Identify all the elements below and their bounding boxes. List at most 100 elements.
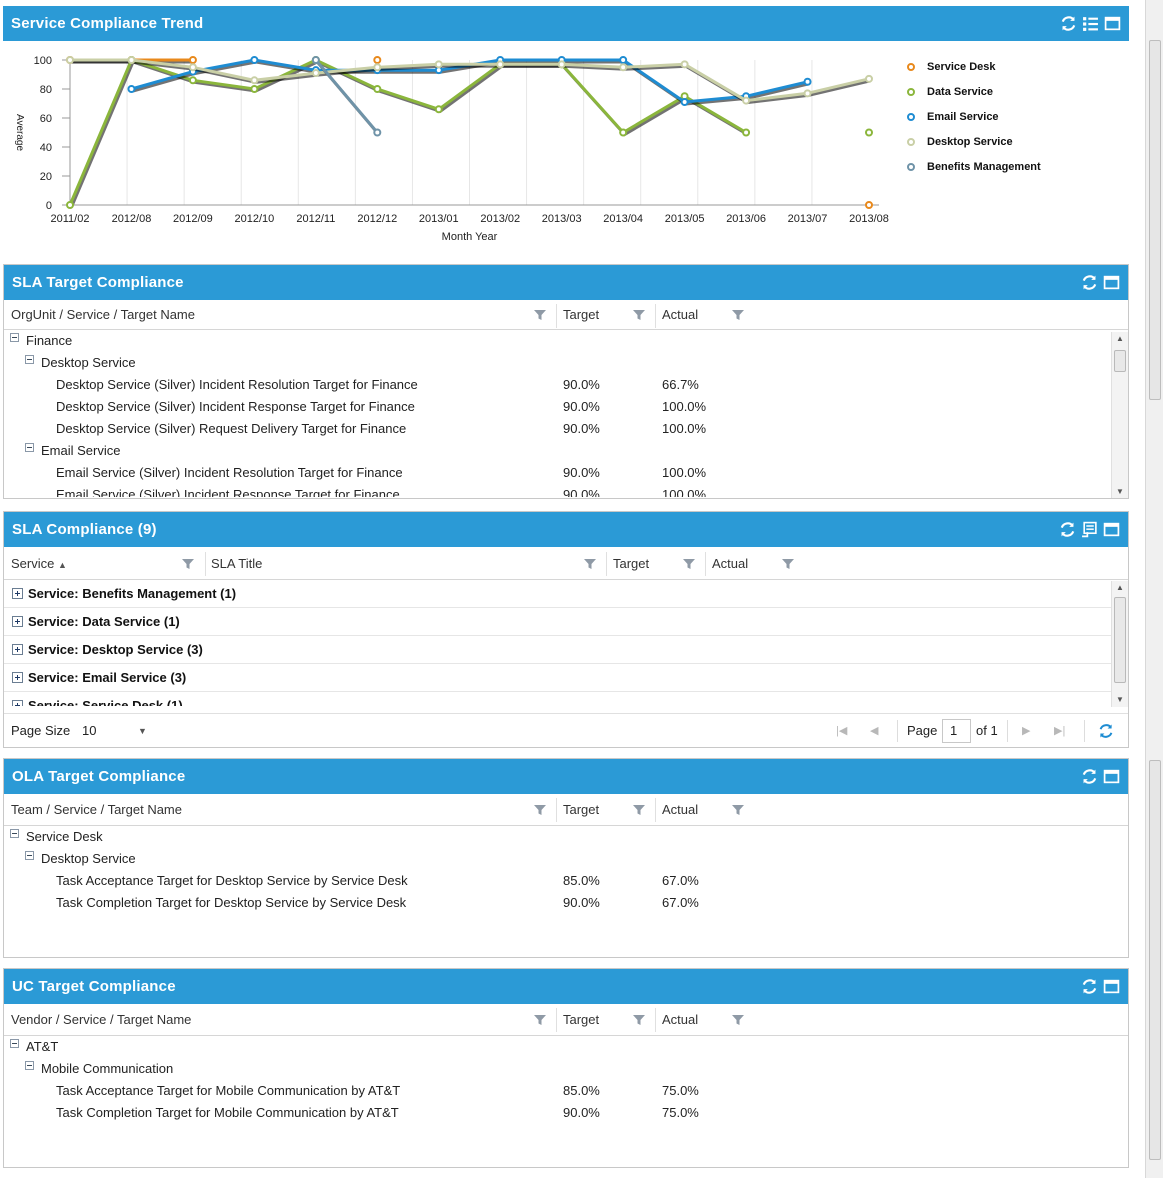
column-header-target[interactable]: Target: [563, 1012, 600, 1027]
scroll-down-icon[interactable]: ▼: [1116, 695, 1124, 704]
tree-group-row[interactable]: AT&T: [4, 1036, 1128, 1058]
vertical-scrollbar[interactable]: ▲ ▼: [1111, 581, 1128, 707]
tree-row[interactable]: Email Service (Silver) Incident Resoluti…: [4, 462, 1128, 484]
column-header-name[interactable]: OrgUnit / Service / Target Name: [11, 307, 195, 322]
page-scroll-thumb[interactable]: [1149, 40, 1161, 400]
group-row[interactable]: Service: Desktop Service (3): [4, 636, 1111, 664]
column-header-target[interactable]: Target: [613, 556, 650, 571]
column-header-actual[interactable]: Actual: [712, 556, 749, 571]
expand-icon[interactable]: [12, 700, 23, 706]
filter-icon[interactable]: [633, 804, 645, 816]
column-header-target[interactable]: Target: [563, 802, 600, 817]
maximize-icon[interactable]: [1103, 978, 1120, 995]
refresh-icon[interactable]: [1081, 768, 1098, 785]
filter-icon[interactable]: [584, 558, 596, 570]
column-header-actual[interactable]: Actual: [662, 1012, 699, 1027]
maximize-icon[interactable]: [1103, 274, 1120, 291]
actual-value: 75.0%: [662, 1083, 699, 1098]
scroll-thumb[interactable]: [1114, 597, 1126, 683]
page-scroll-thumb-lower[interactable]: [1149, 760, 1161, 1160]
x-tick-label: 2013/02: [480, 213, 520, 225]
group-row[interactable]: Service: Email Service (3): [4, 664, 1111, 692]
filter-icon[interactable]: [683, 558, 695, 570]
tree-group-row[interactable]: Desktop Service: [4, 848, 1128, 870]
scroll-up-icon[interactable]: ▲: [1116, 583, 1124, 592]
maximize-icon[interactable]: [1103, 521, 1120, 538]
expand-icon[interactable]: [12, 644, 23, 655]
refresh-icon[interactable]: [1081, 978, 1098, 995]
refresh-icon[interactable]: [1060, 15, 1077, 32]
scroll-thumb[interactable]: [1114, 350, 1126, 372]
filter-icon[interactable]: [782, 558, 794, 570]
last-page-icon[interactable]: ▶|: [1054, 725, 1066, 737]
collapse-icon[interactable]: [25, 355, 34, 364]
filter-icon[interactable]: [732, 804, 744, 816]
expand-icon[interactable]: [12, 672, 23, 683]
collapse-icon[interactable]: [10, 333, 19, 342]
column-header-sla-title[interactable]: SLA Title: [211, 556, 263, 571]
filter-icon[interactable]: [182, 558, 194, 570]
tree-row-label: Task Completion Target for Desktop Servi…: [56, 895, 407, 910]
filter-icon[interactable]: [633, 1014, 645, 1026]
tree-row-label: AT&T: [26, 1039, 59, 1054]
column-header-name[interactable]: Team / Service / Target Name: [11, 802, 182, 817]
column-header-target[interactable]: Target: [563, 307, 600, 322]
expand-icon[interactable]: [12, 588, 23, 599]
collapse-icon[interactable]: [25, 851, 34, 860]
x-tick-label: 2013/01: [419, 213, 459, 225]
tree-row[interactable]: Desktop Service (Silver) Incident Respon…: [4, 396, 1128, 418]
chevron-down-icon[interactable]: ▼: [138, 726, 147, 736]
first-page-icon[interactable]: |◀: [836, 725, 848, 737]
collapse-icon[interactable]: [10, 1039, 19, 1048]
maximize-icon[interactable]: [1104, 15, 1121, 32]
page-size-label: Page Size: [11, 723, 71, 738]
collapse-icon[interactable]: [10, 829, 19, 838]
legend-list-icon[interactable]: [1082, 15, 1099, 32]
column-header-actual[interactable]: Actual: [662, 307, 699, 322]
column-header-name[interactable]: Vendor / Service / Target Name: [11, 1012, 192, 1027]
tree-row[interactable]: Task Completion Target for Desktop Servi…: [4, 892, 1128, 914]
tree-row[interactable]: Desktop Service (Silver) Incident Resolu…: [4, 374, 1128, 396]
tree-group-row[interactable]: Mobile Communication: [4, 1058, 1128, 1080]
tree-row[interactable]: Desktop Service (Silver) Request Deliver…: [4, 418, 1128, 440]
data-point: [188, 76, 197, 85]
tree-row[interactable]: Task Acceptance Target for Mobile Commun…: [4, 1080, 1128, 1102]
refresh-icon[interactable]: [1098, 723, 1114, 739]
page-number-input[interactable]: 1: [942, 719, 971, 743]
expand-icon[interactable]: [12, 616, 23, 627]
next-page-icon[interactable]: ▶: [1022, 725, 1031, 737]
scroll-down-icon[interactable]: ▼: [1116, 487, 1124, 496]
group-row[interactable]: Service: Service Desk (1): [4, 692, 1111, 706]
filter-icon[interactable]: [732, 1014, 744, 1026]
collapse-icon[interactable]: [25, 443, 34, 452]
export-icon[interactable]: [1081, 521, 1098, 538]
tree-group-row[interactable]: Finance: [4, 330, 1128, 352]
column-header-actual[interactable]: Actual: [662, 802, 699, 817]
filter-icon[interactable]: [732, 309, 744, 321]
tree-group-row[interactable]: Email Service: [4, 440, 1128, 462]
page-scrollbar[interactable]: [1145, 0, 1163, 1178]
legend-label: Benefits Management: [927, 161, 1041, 173]
vertical-scrollbar[interactable]: ▲ ▼: [1111, 332, 1128, 498]
target-value: 90.0%: [563, 1105, 600, 1120]
group-row[interactable]: Service: Data Service (1): [4, 608, 1111, 636]
tree-group-row[interactable]: Desktop Service: [4, 352, 1128, 374]
column-header-service[interactable]: Service ▲: [11, 556, 67, 571]
tree-group-row[interactable]: Service Desk: [4, 826, 1128, 848]
page-size-select[interactable]: 10: [82, 723, 97, 738]
filter-icon[interactable]: [633, 309, 645, 321]
filter-icon[interactable]: [534, 1014, 546, 1026]
refresh-icon[interactable]: [1059, 521, 1076, 538]
previous-page-icon[interactable]: ◀: [870, 725, 879, 737]
maximize-icon[interactable]: [1103, 768, 1120, 785]
tree-row[interactable]: Email Service (Silver) Incident Response…: [4, 484, 1128, 497]
scroll-up-icon[interactable]: ▲: [1116, 334, 1124, 343]
tree-row[interactable]: Task Acceptance Target for Desktop Servi…: [4, 870, 1128, 892]
tree-row[interactable]: Task Completion Target for Mobile Commun…: [4, 1102, 1128, 1124]
tree-row-label: Finance: [26, 333, 73, 348]
filter-icon[interactable]: [534, 804, 546, 816]
collapse-icon[interactable]: [25, 1061, 34, 1070]
refresh-icon[interactable]: [1081, 274, 1098, 291]
filter-icon[interactable]: [534, 309, 546, 321]
group-row[interactable]: Service: Benefits Management (1): [4, 580, 1111, 608]
